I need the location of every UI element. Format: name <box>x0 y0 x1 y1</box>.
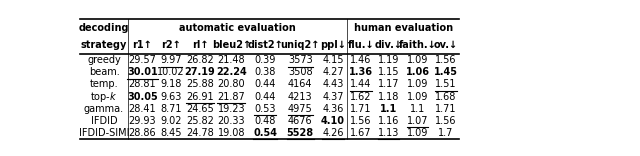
Text: 21.48: 21.48 <box>218 55 245 65</box>
Text: human evaluation: human evaluation <box>353 23 452 33</box>
Text: 0.44: 0.44 <box>254 92 276 102</box>
Text: 4.37: 4.37 <box>322 92 344 102</box>
Text: 1.36: 1.36 <box>349 67 373 77</box>
Text: strategy: strategy <box>81 40 127 50</box>
Text: r1↑: r1↑ <box>132 40 152 50</box>
Text: 1.71: 1.71 <box>435 104 457 114</box>
Text: 1.09: 1.09 <box>407 79 428 90</box>
Text: 1.45: 1.45 <box>434 67 458 77</box>
Text: decoding: decoding <box>79 23 129 33</box>
Text: 1.16: 1.16 <box>378 116 399 126</box>
Text: 24.65: 24.65 <box>186 104 214 114</box>
Text: 1.09: 1.09 <box>407 128 428 138</box>
Text: 20.33: 20.33 <box>218 116 245 126</box>
Text: flu.↓: flu.↓ <box>348 40 374 50</box>
Text: 4.43: 4.43 <box>323 79 344 90</box>
Text: 4.26: 4.26 <box>322 128 344 138</box>
Text: temp.: temp. <box>90 79 118 90</box>
Text: top-$k$: top-$k$ <box>90 90 118 104</box>
Text: 0.48: 0.48 <box>254 116 276 126</box>
Text: 1.15: 1.15 <box>378 67 399 77</box>
Text: 22.24: 22.24 <box>216 67 246 77</box>
Text: 30.05: 30.05 <box>127 92 158 102</box>
Text: 30.01: 30.01 <box>127 67 158 77</box>
Text: bleu2↑: bleu2↑ <box>212 40 251 50</box>
Text: 3508: 3508 <box>288 67 312 77</box>
Text: 20.80: 20.80 <box>218 79 245 90</box>
Text: 19.08: 19.08 <box>218 128 245 138</box>
Text: 1.19: 1.19 <box>378 55 399 65</box>
Text: 1.44: 1.44 <box>350 79 372 90</box>
Text: 8.71: 8.71 <box>161 104 182 114</box>
Text: 3573: 3573 <box>288 55 312 65</box>
Text: 4.15: 4.15 <box>322 55 344 65</box>
Text: 25.82: 25.82 <box>186 116 214 126</box>
Text: 0.54: 0.54 <box>253 128 277 138</box>
Text: 1.7: 1.7 <box>438 128 454 138</box>
Text: 4.36: 4.36 <box>323 104 344 114</box>
Text: r2↑: r2↑ <box>161 40 181 50</box>
Text: 4213: 4213 <box>288 92 312 102</box>
Text: 1.51: 1.51 <box>435 79 457 90</box>
Text: 0.44: 0.44 <box>254 79 276 90</box>
Text: faith.↓: faith.↓ <box>399 40 436 50</box>
Text: 0.53: 0.53 <box>254 104 276 114</box>
Text: automatic evaluation: automatic evaluation <box>179 23 296 33</box>
Text: 1.06: 1.06 <box>406 67 429 77</box>
Text: 4975: 4975 <box>288 104 312 114</box>
Text: 1.1: 1.1 <box>410 104 425 114</box>
Text: 1.18: 1.18 <box>378 92 399 102</box>
Text: 27.19: 27.19 <box>185 67 216 77</box>
Text: 4164: 4164 <box>288 79 312 90</box>
Text: ppl↓: ppl↓ <box>320 40 346 50</box>
Text: rl↑: rl↑ <box>192 40 208 50</box>
Text: 28.81: 28.81 <box>129 79 156 90</box>
Text: greedy: greedy <box>87 55 121 65</box>
Text: uniq2↑: uniq2↑ <box>280 40 320 50</box>
Text: 5528: 5528 <box>287 128 314 138</box>
Text: 29.57: 29.57 <box>129 55 156 65</box>
Text: 26.91: 26.91 <box>186 92 214 102</box>
Text: 9.02: 9.02 <box>161 116 182 126</box>
Text: 1.56: 1.56 <box>435 55 457 65</box>
Text: 28.86: 28.86 <box>129 128 156 138</box>
Text: 1.46: 1.46 <box>350 55 372 65</box>
Text: 9.18: 9.18 <box>161 79 182 90</box>
Text: 1.67: 1.67 <box>350 128 372 138</box>
Text: 1.13: 1.13 <box>378 128 399 138</box>
Text: 9.97: 9.97 <box>161 55 182 65</box>
Text: gamma.: gamma. <box>84 104 124 114</box>
Text: 25.88: 25.88 <box>186 79 214 90</box>
Text: 24.78: 24.78 <box>186 128 214 138</box>
Text: 1.68: 1.68 <box>435 92 457 102</box>
Text: 1.09: 1.09 <box>407 92 428 102</box>
Text: 26.82: 26.82 <box>186 55 214 65</box>
Text: 19.23: 19.23 <box>218 104 245 114</box>
Text: 0.39: 0.39 <box>254 55 276 65</box>
Text: 21.87: 21.87 <box>218 92 245 102</box>
Text: ov.↓: ov.↓ <box>434 40 458 50</box>
Text: beam.: beam. <box>89 67 120 77</box>
Text: 29.93: 29.93 <box>129 116 156 126</box>
Text: 28.41: 28.41 <box>129 104 156 114</box>
Text: 1.09: 1.09 <box>407 55 428 65</box>
Text: 8.45: 8.45 <box>161 128 182 138</box>
Text: dist2↑: dist2↑ <box>247 40 283 50</box>
Text: div.↓: div.↓ <box>374 40 403 50</box>
Text: 1.1: 1.1 <box>380 104 397 114</box>
Text: IFDID: IFDID <box>91 116 117 126</box>
Text: 1.56: 1.56 <box>435 116 457 126</box>
Text: 1.17: 1.17 <box>378 79 399 90</box>
Text: IFDID-SIMI: IFDID-SIMI <box>79 128 129 138</box>
Text: 10.02: 10.02 <box>157 67 185 77</box>
Text: 9.63: 9.63 <box>161 92 182 102</box>
Text: 4676: 4676 <box>288 116 312 126</box>
Text: 1.56: 1.56 <box>350 116 372 126</box>
Text: 4.27: 4.27 <box>322 67 344 77</box>
Text: 1.07: 1.07 <box>407 116 428 126</box>
Text: 4.10: 4.10 <box>321 116 345 126</box>
Text: 1.71: 1.71 <box>350 104 372 114</box>
Text: 1.62: 1.62 <box>350 92 372 102</box>
Text: 0.38: 0.38 <box>254 67 276 77</box>
